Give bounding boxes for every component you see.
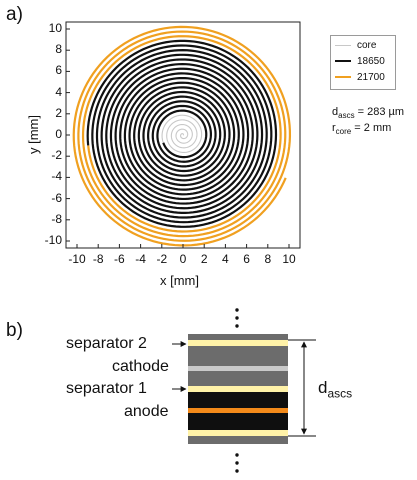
y-tick-label: 8 (55, 42, 62, 57)
layer-cathode-bottom (188, 436, 288, 444)
layer-anode-current-collector (188, 408, 288, 413)
x-tick-label: 2 (200, 252, 208, 266)
layer-separator-bottom (188, 430, 288, 436)
param-d-ascs: dascs = 283 µm (332, 106, 404, 120)
layer-stack-diagram (172, 308, 316, 473)
param-r-sub: core (335, 127, 352, 137)
ellipsis-bottom-2 (235, 461, 239, 465)
layer-cathode-top (188, 334, 288, 340)
x-tick-label: -8 (92, 252, 104, 266)
x-tick-label: 10 (282, 252, 296, 266)
legend-18650-label: 18650 (357, 56, 385, 67)
ellipsis-top-2 (235, 316, 239, 320)
layer-anode-top (188, 346, 288, 366)
label-cathode: cathode (112, 358, 169, 375)
panel-a-label: a) (6, 4, 23, 25)
x-tick-label: -6 (114, 252, 125, 266)
param-r-sym: r (332, 122, 336, 134)
layer-separator-2 (188, 340, 288, 346)
x-tick-label: 6 (243, 252, 250, 266)
y-tick-label: 4 (55, 84, 62, 99)
y-tick-label: 6 (55, 63, 62, 78)
ellipsis-top-3 (235, 324, 239, 328)
y-tick-label: -4 (51, 169, 62, 184)
dim-sym: d (318, 378, 328, 397)
layer-anode-upper (188, 392, 288, 408)
y-tick-label: -8 (51, 211, 62, 226)
param-d-val: = 283 µm (354, 106, 405, 118)
spiral-group (72, 25, 292, 247)
param-d-sub: ascs (338, 111, 355, 121)
x-tick-label: -4 (135, 252, 146, 266)
legend-core: core (335, 39, 376, 53)
spiral-18650 (86, 39, 278, 228)
legend-21700-swatch (335, 76, 351, 79)
dim-sub: ascs (327, 386, 353, 401)
y-tick-label: 10 (48, 21, 62, 35)
spiral-core (161, 114, 203, 154)
param-d-sym: d (332, 106, 339, 118)
x-tick-label: 0 (179, 252, 187, 266)
legend-core-swatch (335, 44, 351, 46)
x-axis-title: x [mm] (160, 273, 199, 288)
label-anode: anode (124, 403, 169, 420)
y-tick-label: -10 (44, 233, 62, 247)
x-tick-label: -2 (156, 252, 168, 266)
legend-18650-swatch (335, 60, 351, 63)
legend-18650: 18650 (335, 55, 385, 69)
label-separator-1: separator 1 (66, 380, 147, 397)
ellipsis-bottom-1 (235, 453, 239, 457)
layer-cathode (188, 366, 288, 371)
layer-stack (188, 334, 288, 444)
label-separator-2: separator 2 (66, 335, 147, 352)
y-tick-label: 2 (55, 105, 62, 120)
legend-21700-label: 21700 (357, 72, 385, 83)
layer-separator-1 (188, 386, 288, 392)
legend-21700: 21700 (335, 71, 385, 85)
legend: core 18650 21700 (330, 35, 396, 90)
x-tick-label: 8 (264, 252, 272, 266)
layer-cathode-lower (188, 371, 288, 386)
x-tick-label: -10 (68, 252, 86, 266)
layer-anode-lower (188, 413, 288, 430)
panel-b-label: b) (6, 320, 23, 341)
spiral-plot (65, 21, 301, 249)
param-r-val: = 2 mm (351, 122, 392, 134)
y-tick-label: -6 (51, 190, 62, 205)
spiral-21700 (72, 25, 292, 247)
ellipsis-bottom-3 (235, 469, 239, 473)
dim-label: dascs (318, 378, 352, 400)
y-tick-label: 0 (55, 127, 62, 141)
ticks (66, 28, 290, 248)
y-tick-label: -2 (51, 148, 62, 163)
legend-core-label: core (357, 40, 377, 51)
x-tick-label: 4 (222, 252, 229, 266)
param-r-core: rcore = 2 mm (332, 122, 391, 136)
ellipsis-top-1 (235, 308, 239, 312)
